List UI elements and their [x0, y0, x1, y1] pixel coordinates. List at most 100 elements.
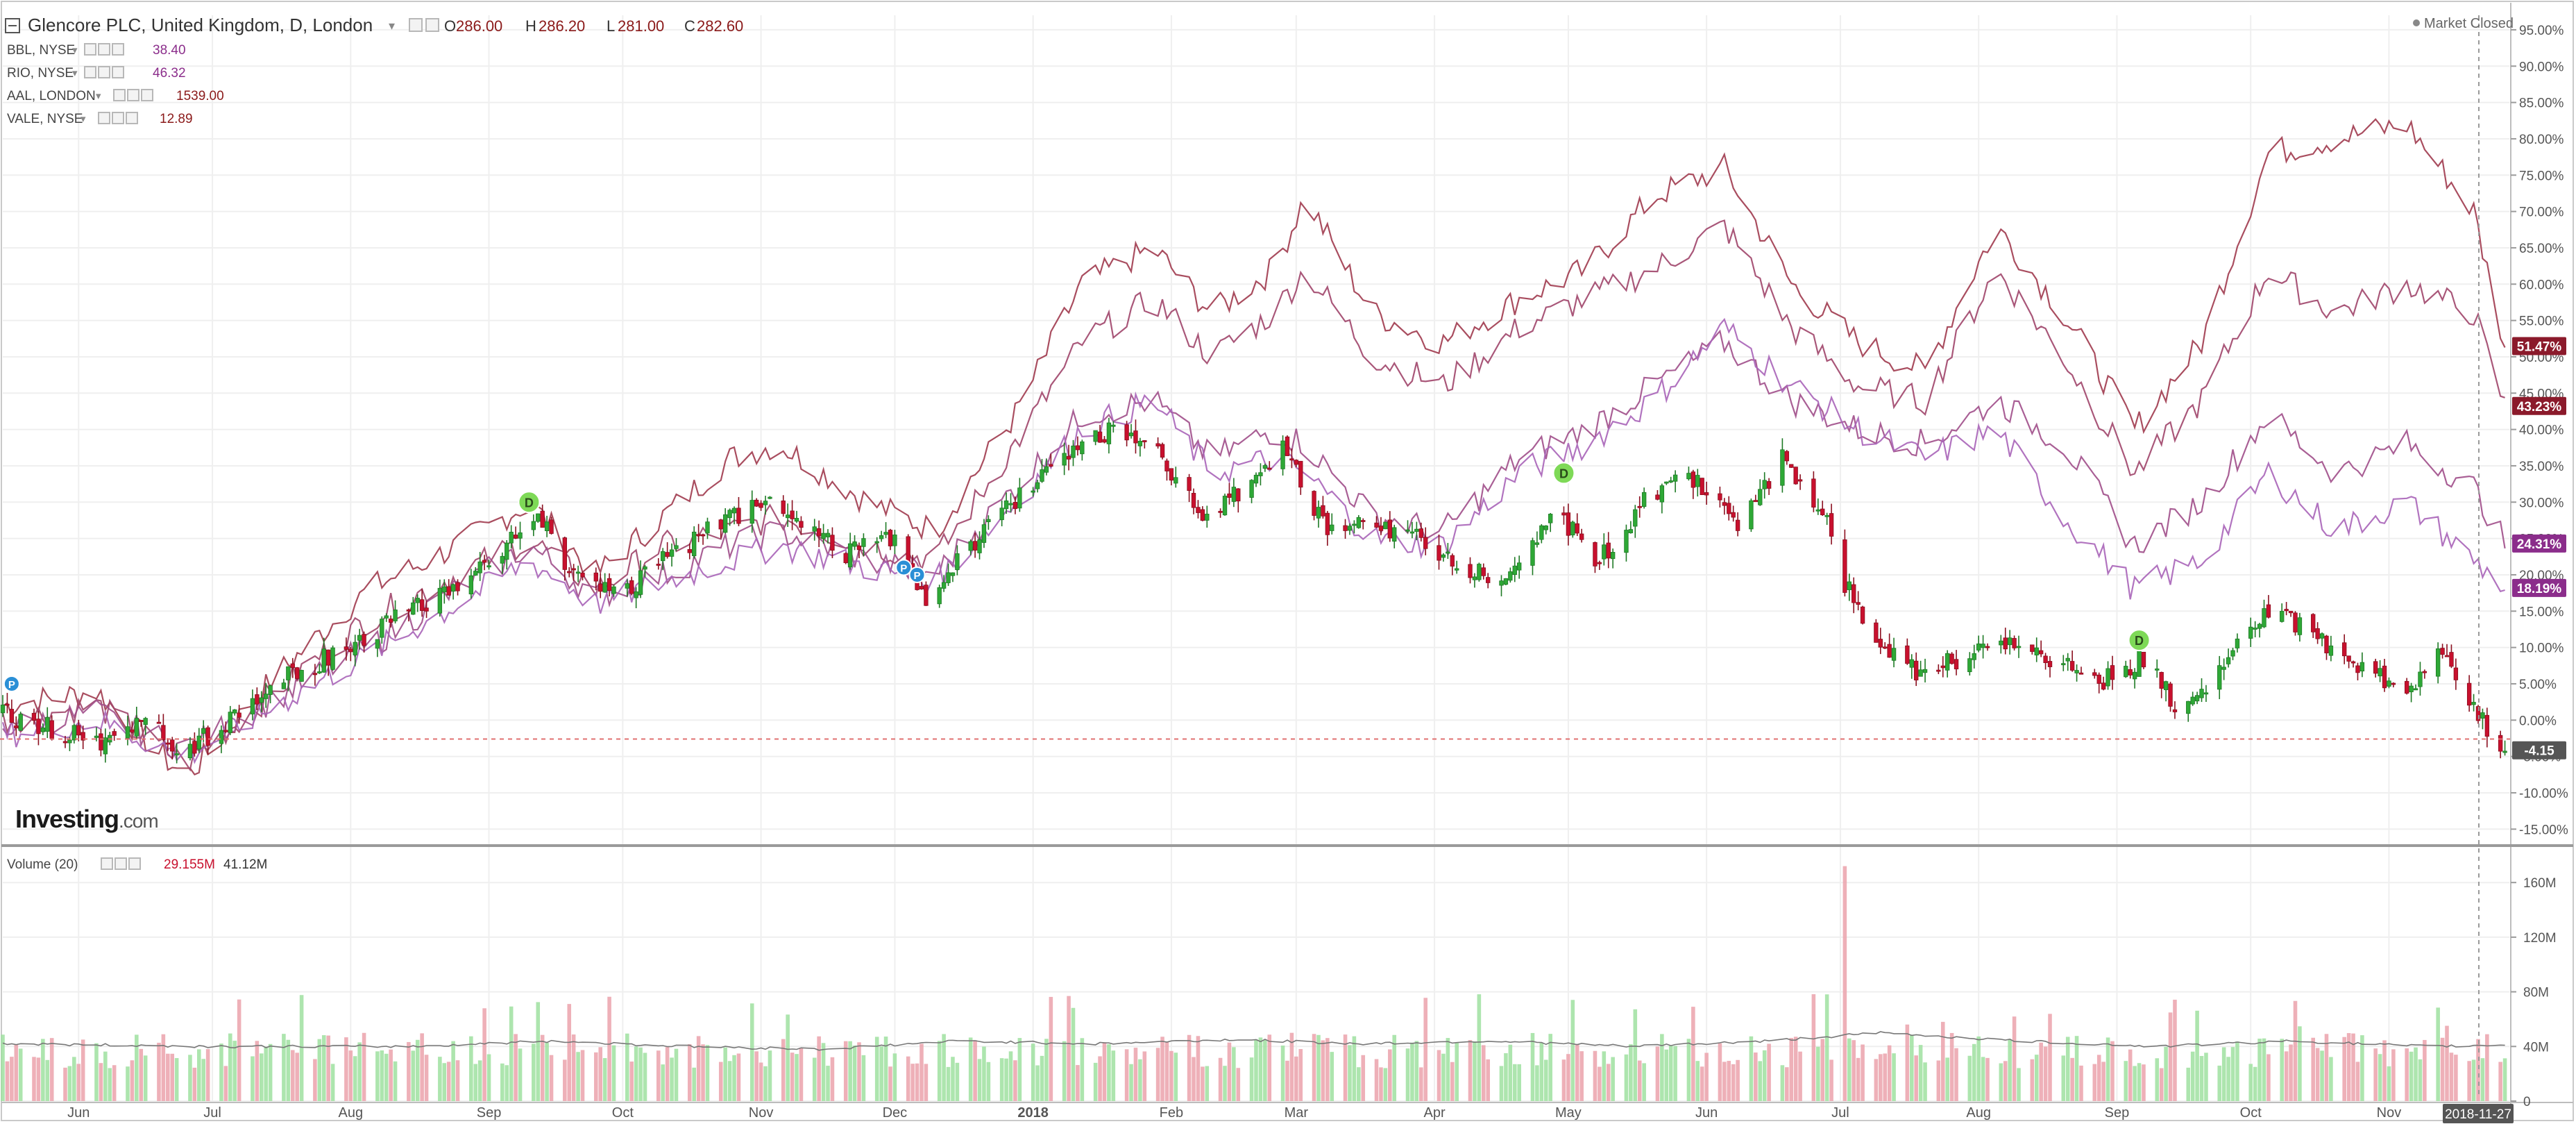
candle-body: [816, 528, 822, 537]
price-tick-label: 10.00%: [2519, 641, 2564, 656]
chevron-down-icon[interactable]: ▾: [72, 67, 78, 79]
candle-body: [1187, 477, 1192, 492]
volume-bar: [1227, 1042, 1232, 1101]
price-tick-label: 65.00%: [2519, 242, 2564, 256]
chevron-down-icon[interactable]: ▾: [389, 19, 395, 33]
candle-body: [2101, 682, 2106, 690]
legend-item-rio[interactable]: RIO, NYSE ▾ 46.32: [7, 66, 186, 81]
candle-body: [201, 728, 206, 734]
volume-bar: [2204, 1052, 2208, 1101]
series-line: [2, 118, 2506, 775]
close-icon[interactable]: [126, 112, 138, 124]
event-marker[interactable]: [1552, 462, 1575, 485]
volume-bar: [661, 1064, 665, 1101]
candle-body: [1262, 465, 1268, 469]
hide-icon[interactable]: [98, 66, 110, 78]
volume-bar: [2414, 1047, 2418, 1101]
candle-body: [1205, 514, 1210, 521]
volume-bar: [45, 1059, 50, 1101]
hide-icon[interactable]: [98, 43, 110, 56]
volume-bar: [1192, 1057, 1196, 1101]
hide-icon[interactable]: [127, 89, 139, 101]
candle-body: [2034, 647, 2039, 655]
candle-body: [513, 535, 518, 539]
candle-body: [1749, 500, 1754, 530]
volume-bar: [812, 1057, 817, 1101]
volume-bar: [1383, 1068, 1388, 1101]
event-marker[interactable]: [908, 566, 926, 583]
legend-label: BBL, NYSE: [7, 43, 75, 58]
legend-item-aal[interactable]: AAL, LONDON ▾ 1539.00: [7, 89, 224, 103]
close-icon[interactable]: [112, 43, 124, 56]
candle-body: [2297, 617, 2303, 635]
candle-body: [759, 503, 763, 508]
legend-item-bbl[interactable]: BBL, NYSE ▾ 38.40: [7, 43, 186, 58]
legend-item-vale[interactable]: VALE, NYSE ▾ 12.89: [7, 112, 193, 126]
candle-body: [1075, 445, 1081, 451]
candle-body: [1954, 659, 1959, 670]
volume-bar: [763, 1066, 768, 1101]
candle-body: [486, 565, 491, 568]
event-marker[interactable]: [518, 491, 541, 514]
chevron-down-icon[interactable]: ▾: [72, 44, 78, 56]
close-icon[interactable]: [141, 89, 153, 101]
volume-bar: [1102, 1042, 1107, 1101]
settings-icon[interactable]: [84, 43, 96, 56]
volume-bar: [49, 1038, 54, 1101]
chart-title: Glencore PLC, United Kingdom, D, London: [28, 15, 373, 35]
volume-bar: [634, 1046, 638, 1101]
volume-bar: [749, 1003, 754, 1101]
candle-body: [290, 663, 295, 669]
candle-body: [1231, 487, 1237, 502]
settings-icon[interactable]: [101, 857, 113, 870]
candle-body: [1539, 525, 1544, 540]
hide-icon[interactable]: [425, 18, 439, 32]
chevron-down-icon[interactable]: ▾: [80, 113, 86, 125]
volume-bar: [727, 1061, 732, 1101]
volume-bar: [1357, 1067, 1361, 1101]
price-tick-label: 40.00%: [2519, 423, 2564, 438]
candle-body: [344, 646, 349, 650]
candle-body: [1878, 639, 1883, 648]
event-marker[interactable]: [2128, 629, 2151, 652]
candle-body: [825, 532, 831, 537]
volume-bar: [759, 1062, 763, 1101]
volume-bar: [2190, 1051, 2195, 1101]
close-icon[interactable]: [112, 66, 124, 78]
time-tick-label: Nov: [749, 1105, 774, 1121]
last-value-tag-box: [2512, 578, 2566, 597]
settings-icon[interactable]: [409, 18, 423, 32]
candle-body: [1196, 507, 1201, 513]
time-tick-label: Feb: [1160, 1105, 1183, 1121]
candle-body: [9, 709, 15, 723]
close-icon[interactable]: [128, 857, 141, 870]
candle-body: [286, 666, 291, 680]
settings-icon[interactable]: [113, 89, 126, 101]
event-marker[interactable]: [3, 675, 20, 692]
settings-icon[interactable]: [98, 112, 110, 124]
hide-icon[interactable]: [115, 857, 127, 870]
volume-bar: [1481, 1045, 1486, 1101]
candle-body: [2163, 681, 2169, 691]
volume-bar: [1949, 1032, 1954, 1101]
volume-tick-label: 160M: [2523, 876, 2557, 891]
event-marker[interactable]: [895, 559, 913, 576]
volume-bar: [1512, 1064, 1517, 1101]
volume-bar: [937, 1041, 942, 1101]
investing-logo: Investing.com: [15, 805, 159, 833]
volume-bar: [1031, 1043, 1035, 1101]
volume-bar: [1566, 1054, 1570, 1101]
volume-bar: [2498, 1062, 2502, 1101]
settings-icon[interactable]: [84, 66, 96, 78]
chevron-down-icon[interactable]: ▾: [96, 90, 101, 102]
volume-bar: [380, 1050, 384, 1101]
candle-body: [1602, 544, 1607, 560]
price-tick-label: -10.00%: [2519, 787, 2568, 801]
candle-body: [2186, 701, 2191, 714]
candle-body: [1102, 439, 1107, 443]
candle-body: [1044, 466, 1049, 473]
hide-icon[interactable]: [112, 112, 124, 124]
candle-body: [1686, 473, 1691, 480]
